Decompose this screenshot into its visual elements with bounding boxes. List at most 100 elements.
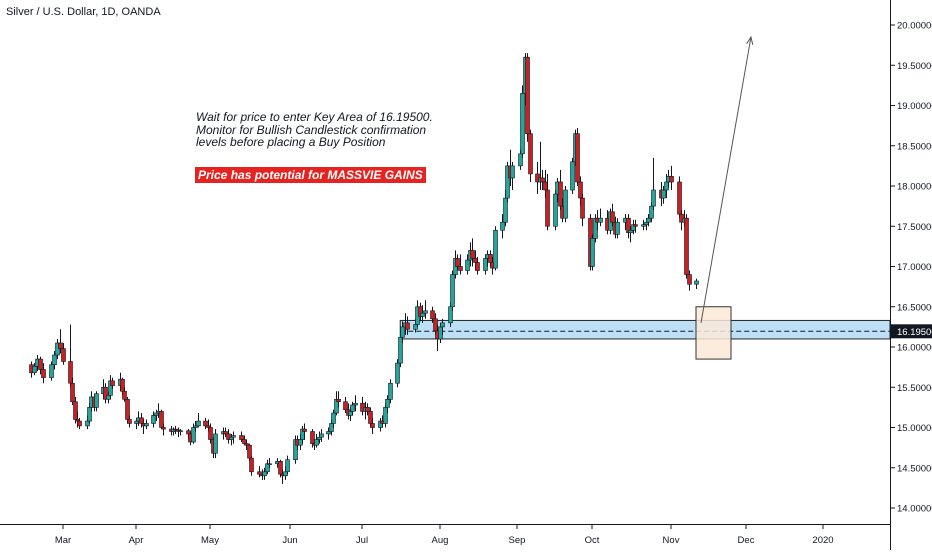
candle-body: [329, 423, 334, 432]
candle-body: [488, 254, 493, 263]
y-tick-label: 17.50000: [897, 222, 932, 233]
candle-body: [70, 382, 75, 403]
candle: [388, 379, 393, 404]
candle-body: [385, 399, 390, 408]
candle-body: [247, 444, 252, 459]
candle: [239, 431, 244, 442]
candle: [510, 161, 515, 191]
candle-body: [68, 361, 73, 384]
x-tick-label: Jul: [356, 535, 368, 546]
candle-body: [336, 399, 341, 403]
projection-arrow-line[interactable]: [700, 36, 752, 323]
candle: [423, 300, 428, 319]
candle: [208, 423, 213, 444]
candle: [262, 467, 267, 480]
candle-body: [58, 342, 63, 349]
candle-body: [283, 471, 288, 477]
candle-body: [298, 439, 303, 446]
candle: [684, 214, 689, 279]
candle-body: [350, 404, 355, 412]
candle-body: [503, 197, 508, 223]
candle-body: [159, 411, 164, 428]
candle-body: [525, 56, 530, 134]
candle: [450, 270, 455, 311]
candle-body: [139, 417, 144, 424]
candle: [430, 306, 435, 323]
target-box[interactable]: [695, 306, 732, 360]
y-tick-label: 16.00000: [897, 343, 932, 354]
candle-body: [448, 306, 453, 324]
candle-body: [398, 337, 403, 364]
candle: [103, 383, 108, 404]
candle: [226, 429, 231, 444]
y-tick-label: 15.50000: [897, 383, 932, 394]
key-area-zone[interactable]: [399, 319, 891, 340]
candle-body: [77, 420, 82, 427]
candle-body: [450, 274, 455, 308]
candle-body: [52, 354, 57, 366]
candle-body: [134, 420, 139, 424]
y-tick-label: 19.50000: [897, 61, 932, 72]
candle-body: [151, 415, 156, 424]
candle-body: [193, 425, 198, 428]
candle: [231, 431, 236, 444]
candle-body: [55, 342, 60, 356]
candle-body: [383, 407, 388, 424]
candle: [538, 141, 543, 191]
candle-body: [598, 217, 603, 223]
candle: [52, 351, 57, 370]
candle-body: [518, 153, 523, 167]
candle: [455, 254, 460, 271]
candle: [61, 342, 66, 365]
candle: [500, 214, 505, 239]
candle: [378, 417, 383, 432]
candle: [334, 391, 339, 416]
candle: [626, 214, 631, 239]
candle: [49, 361, 54, 381]
candle: [32, 363, 37, 376]
candle-body: [368, 411, 373, 424]
candle-body: [370, 423, 375, 428]
candle: [159, 409, 164, 430]
x-tick-label: 2020: [812, 535, 833, 546]
candle: [265, 459, 270, 475]
candle: [110, 377, 115, 389]
candle: [669, 165, 674, 191]
candle-body: [154, 412, 159, 416]
price-tag-label: 16.19500: [897, 327, 932, 338]
candle-body: [178, 430, 183, 433]
candle-body: [628, 229, 633, 233]
candle: [590, 234, 595, 271]
candle-body: [127, 419, 132, 424]
y-tick-label: 17.00000: [897, 262, 932, 273]
candle: [302, 423, 307, 440]
y-tick-label: 14.00000: [897, 504, 932, 515]
candle-body: [694, 280, 699, 285]
candle-body: [505, 165, 510, 199]
candle: [41, 363, 46, 384]
candle: [94, 391, 99, 412]
candle-body: [677, 181, 682, 215]
candle-body: [244, 443, 249, 446]
candle-body: [400, 326, 405, 338]
projection-arrow-head: [746, 35, 754, 45]
y-tick-label: 20.00000: [897, 21, 932, 32]
candle-body: [278, 461, 283, 475]
candle-body: [669, 176, 674, 183]
candle-body: [353, 403, 358, 406]
candle-body: [49, 364, 54, 378]
candle: [545, 173, 550, 231]
candle-body: [528, 133, 533, 175]
candle-body: [510, 165, 515, 179]
candle: [385, 395, 390, 414]
candle: [350, 401, 355, 416]
candle: [520, 85, 525, 158]
x-tick-label: May: [201, 535, 219, 546]
candle-body: [125, 399, 130, 420]
candle: [267, 458, 272, 468]
candle-body: [257, 471, 262, 475]
candle-body: [161, 427, 166, 430]
candle-body: [173, 428, 178, 431]
candle-body: [32, 366, 37, 374]
